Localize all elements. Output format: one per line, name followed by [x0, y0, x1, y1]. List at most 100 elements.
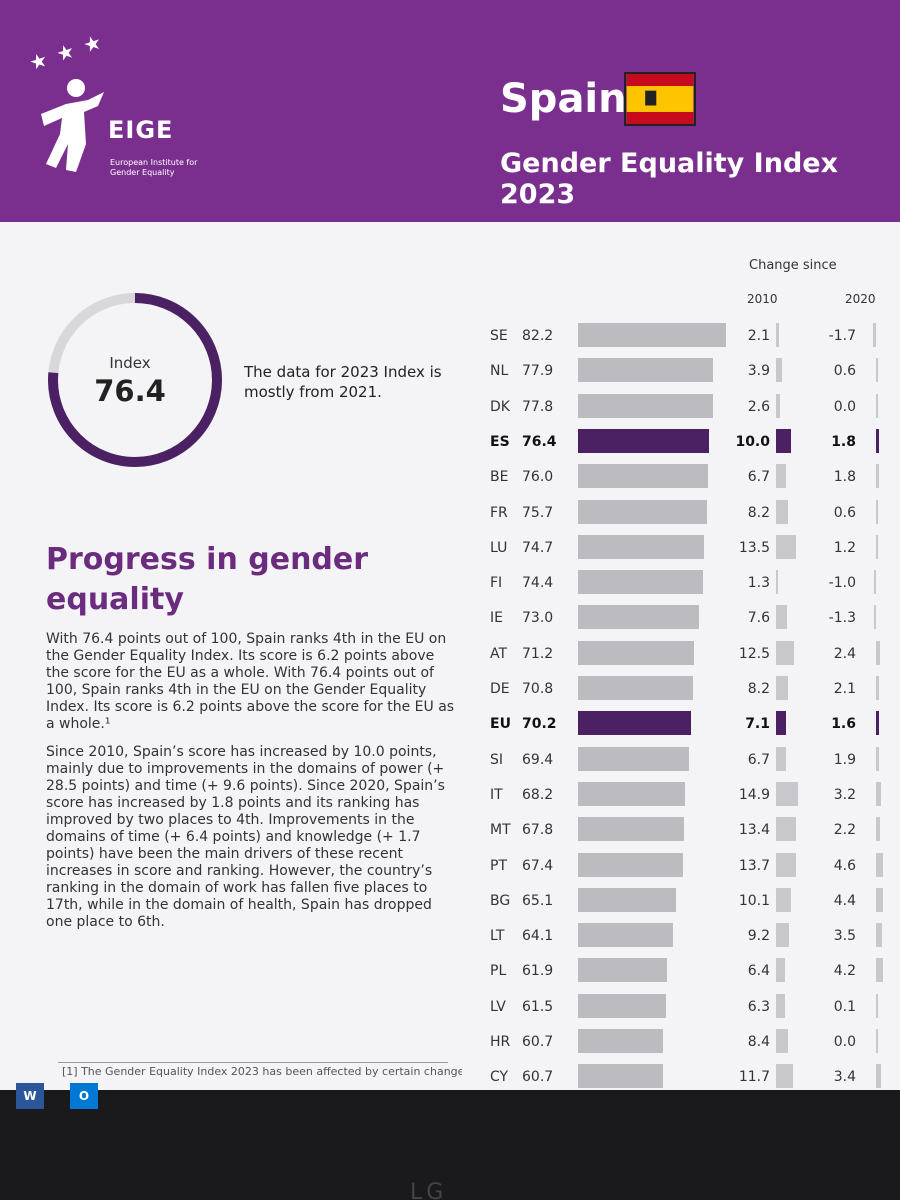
monitor-logo: LG — [410, 1180, 448, 1200]
table-row: LT 64.1 9.2 3.5 — [0, 920, 900, 950]
table-row: DE 70.8 8.2 2.1 — [0, 673, 900, 703]
score-bar — [578, 923, 673, 947]
brand-subtitle: European Institute for Gender Equality — [110, 158, 198, 177]
change-2010: 6.7 — [747, 752, 770, 768]
change-2020-bar — [876, 888, 883, 912]
table-row: SE 82.2 2.1 -1.7 — [0, 320, 900, 350]
change-2020: 0.0 — [833, 399, 856, 415]
change-2010-bar — [776, 535, 796, 559]
country-score: 61.9 — [522, 963, 554, 979]
country-code: AT — [490, 646, 508, 662]
change-2020-bar — [876, 817, 880, 841]
change-2020-bar — [876, 394, 878, 418]
paragraph-2: Since 2010, Spain’s score has increased … — [46, 744, 445, 930]
country-code: LV — [490, 999, 506, 1015]
table-row: MT 67.8 13.4 2.2 — [0, 814, 900, 844]
footnote-divider — [58, 1062, 448, 1063]
change-2020-bar — [876, 676, 879, 700]
country-score: 67.4 — [522, 858, 554, 874]
change-2020: 1.6 — [831, 716, 856, 732]
table-row: NL 77.9 3.9 0.6 — [0, 355, 900, 385]
country-code: PT — [490, 858, 507, 874]
change-2010-bar — [776, 994, 785, 1018]
change-2020: 0.1 — [833, 999, 856, 1015]
document-screen: ★ ★ ★ EIGE European Institute for Gender… — [0, 0, 900, 1090]
country-score: 64.1 — [522, 928, 554, 944]
country-code: BG — [490, 893, 511, 909]
change-2020-bar — [876, 853, 883, 877]
change-2010-bar — [776, 464, 786, 488]
change-2020-bar — [876, 923, 882, 947]
change-2010: 13.4 — [738, 822, 770, 838]
change-2010-bar — [776, 641, 794, 665]
year-2020-header: 2020 — [845, 292, 876, 306]
country-title: Spain — [500, 76, 627, 122]
year-2010-header: 2010 — [747, 292, 778, 306]
country-score: 69.4 — [522, 752, 554, 768]
table-row: AT 71.2 12.5 2.4 — [0, 638, 900, 668]
score-bar — [578, 464, 708, 488]
table-row: FI 74.4 1.3 -1.0 — [0, 567, 900, 597]
change-2020-bar — [876, 1029, 878, 1053]
country-score: 74.4 — [522, 575, 554, 591]
change-2010-bar — [776, 323, 779, 347]
table-row: IE 73.0 7.6 -1.3 — [0, 602, 900, 632]
score-bar — [578, 500, 707, 524]
change-2020-bar — [876, 958, 883, 982]
table-row: BG 65.1 10.1 4.4 — [0, 885, 900, 915]
change-2010-bar — [776, 817, 796, 841]
change-2010: 13.5 — [738, 540, 770, 556]
change-2020-bar — [876, 500, 878, 524]
score-bar — [578, 429, 709, 453]
change-2020-bar — [876, 358, 878, 382]
word-icon[interactable]: W — [16, 1083, 44, 1109]
change-2020-bar — [876, 429, 879, 453]
table-row: DK 77.8 2.6 0.0 — [0, 391, 900, 421]
table-row: PL 61.9 6.4 4.2 — [0, 955, 900, 985]
score-bar — [578, 958, 667, 982]
country-score: 76.4 — [522, 434, 557, 450]
change-2010: 3.9 — [747, 363, 770, 379]
country-score: 71.2 — [522, 646, 554, 662]
change-2010-bar — [776, 853, 796, 877]
outlook-icon[interactable]: O — [70, 1083, 98, 1109]
score-bar — [578, 1064, 663, 1088]
change-2020: 0.0 — [833, 1034, 856, 1050]
country-score: 77.8 — [522, 399, 554, 415]
score-bar — [578, 888, 676, 912]
eige-logo: ★ ★ ★ EIGE European Institute for Gender… — [26, 29, 198, 180]
spain-flag-icon — [624, 72, 696, 126]
change-2020: 0.6 — [833, 363, 856, 379]
change-2020: 1.2 — [833, 540, 856, 556]
change-2020-bar — [874, 605, 876, 629]
change-2010-bar — [776, 500, 788, 524]
change-2010: 7.1 — [745, 716, 770, 732]
country-score: 82.2 — [522, 328, 554, 344]
table-row: BE 76.0 6.7 1.8 — [0, 461, 900, 491]
change-2020-bar — [876, 711, 879, 735]
change-2010: 8.2 — [747, 505, 770, 521]
paragraph-1: With 76.4 points out of 100, Spain ranks… — [46, 631, 455, 732]
change-2020-bar — [876, 994, 878, 1018]
country-score: 76.0 — [522, 469, 554, 485]
change-2010-bar — [776, 358, 782, 382]
change-2010-bar — [776, 429, 791, 453]
table-row: FR 75.7 8.2 0.6 — [0, 497, 900, 527]
change-2010-bar — [776, 570, 778, 594]
country-code: LU — [490, 540, 508, 556]
change-2010: 12.5 — [738, 646, 770, 662]
change-2010-bar — [776, 676, 788, 700]
score-bar — [578, 323, 726, 347]
change-2010: 6.4 — [747, 963, 770, 979]
change-2020: 1.9 — [833, 752, 856, 768]
country-code: CY — [490, 1069, 509, 1085]
gauge-arc — [48, 293, 222, 467]
change-2020-bar — [876, 1064, 881, 1088]
country-score: 67.8 — [522, 822, 554, 838]
change-2010-bar — [776, 605, 787, 629]
country-score: 74.7 — [522, 540, 554, 556]
change-2010: 11.7 — [738, 1069, 770, 1085]
table-row: IT 68.2 14.9 3.2 — [0, 779, 900, 809]
change-2010: 1.3 — [747, 575, 770, 591]
change-2010: 10.1 — [738, 893, 770, 909]
